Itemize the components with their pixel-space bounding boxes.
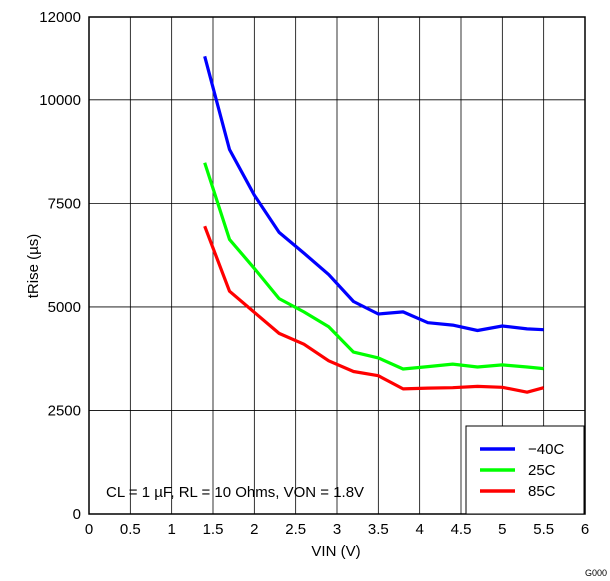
x-tick-label: 3.5 (368, 521, 389, 538)
legend-items: −40C 25C 85C (480, 441, 564, 500)
y-tick-label: 2500 (48, 402, 81, 419)
y-tick-label: 10000 (39, 92, 81, 109)
x-axis-title: VIN (V) (311, 543, 360, 560)
x-tick-label: 3 (333, 521, 341, 538)
x-tick-label: 5 (498, 521, 506, 538)
grid (89, 17, 585, 514)
x-tick-label: 1.5 (203, 521, 224, 538)
y-tick-label: 5000 (48, 299, 81, 316)
x-tick-label: 0 (85, 521, 93, 538)
x-tick-label: 0.5 (120, 521, 141, 538)
series-line-1 (203, 162, 544, 371)
plot-frame (88, 16, 586, 515)
y-tick-labels: 0 2500 5000 7500 10000 12000 (39, 9, 81, 523)
series-line-0 (203, 55, 544, 333)
y-tick-label: 0 (73, 506, 81, 523)
y-tick-label: 7500 (48, 195, 81, 212)
legend-label: 85C (528, 483, 556, 500)
x-tick-labels: 0 0.5 1 1.5 2 2.5 3 3.5 4 4.5 5 5.5 6 (85, 521, 589, 538)
figure-code: G000 (585, 568, 607, 578)
y-tick-label: 12000 (39, 9, 81, 26)
x-tick-label: 2.5 (285, 521, 306, 538)
legend-label: 25C (528, 462, 556, 479)
legend: −40C 25C 85C (465, 425, 585, 515)
conditions-annotation: CL = 1 µF, RL = 10 Ohms, VON = 1.8V (106, 484, 364, 501)
x-tick-label: 4 (415, 521, 423, 538)
x-tick-label: 2 (250, 521, 258, 538)
series-line-2 (203, 225, 545, 394)
x-tick-label: 5.5 (533, 521, 554, 538)
y-axis-title: tRise (µs) (25, 234, 42, 298)
series-lines (203, 55, 545, 394)
x-tick-label: 4.5 (451, 521, 472, 538)
x-tick-label: 1 (167, 521, 175, 538)
legend-label: −40C (528, 441, 564, 458)
x-tick-label: 6 (581, 521, 589, 538)
